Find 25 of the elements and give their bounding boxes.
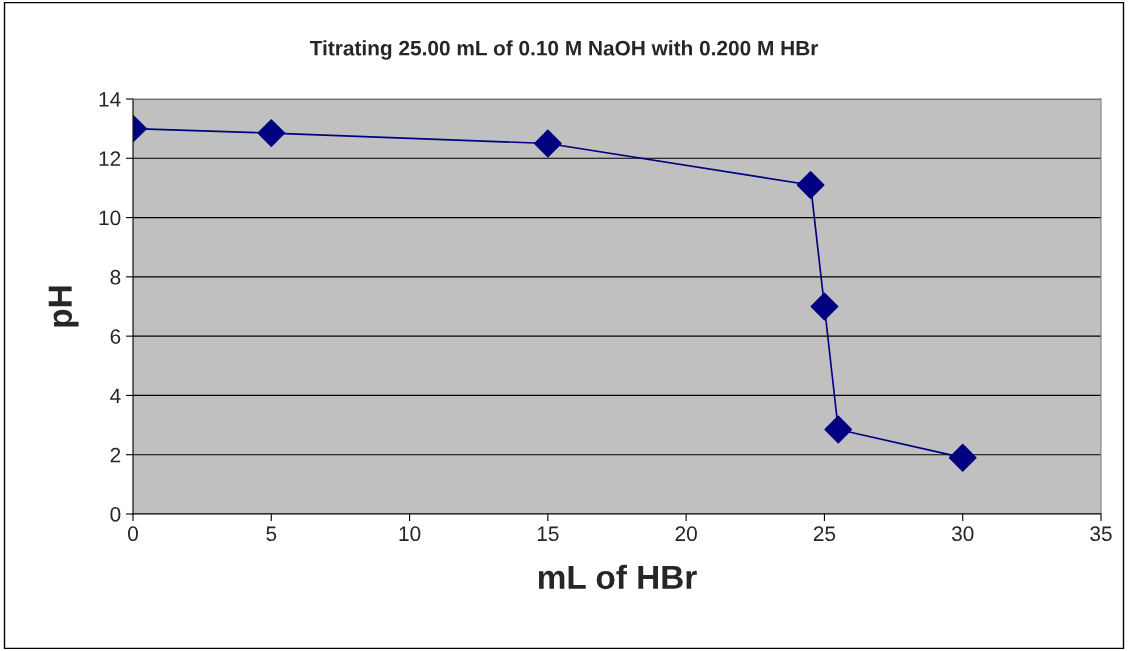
y-tick-label: 14 [99,92,121,107]
y-tick-label: 2 [110,447,121,463]
y-tick-label: 10 [99,210,121,226]
x-tick-label: 0 [128,526,138,542]
point [948,443,977,472]
y-axis-title: pH [48,286,79,327]
chart-title: Titrating 25.00 mL of 0.10 M NaOH with 0.200 M HBr [309,40,819,60]
x-tick-label: 15 [537,526,559,542]
x-tick-label: 20 [675,526,697,542]
point [810,292,839,321]
x-tick-label: 30 [951,526,974,542]
x-tick-label: 35 [1090,526,1112,542]
x-axis-title: mL of HBr [538,564,697,590]
y-tick-label: 6 [110,329,121,344]
point [824,415,853,444]
y-tick-label: 8 [110,269,121,285]
point [257,119,286,148]
point [533,129,562,158]
y-tick-label: 4 [110,388,121,403]
x-tick-label: 25 [813,526,836,542]
y-tick-label: 12 [99,151,121,166]
point [796,171,825,199]
x-tick-label: 10 [399,526,421,542]
y-tick-label: 0 [110,507,121,522]
x-tick-label: 5 [266,526,277,542]
